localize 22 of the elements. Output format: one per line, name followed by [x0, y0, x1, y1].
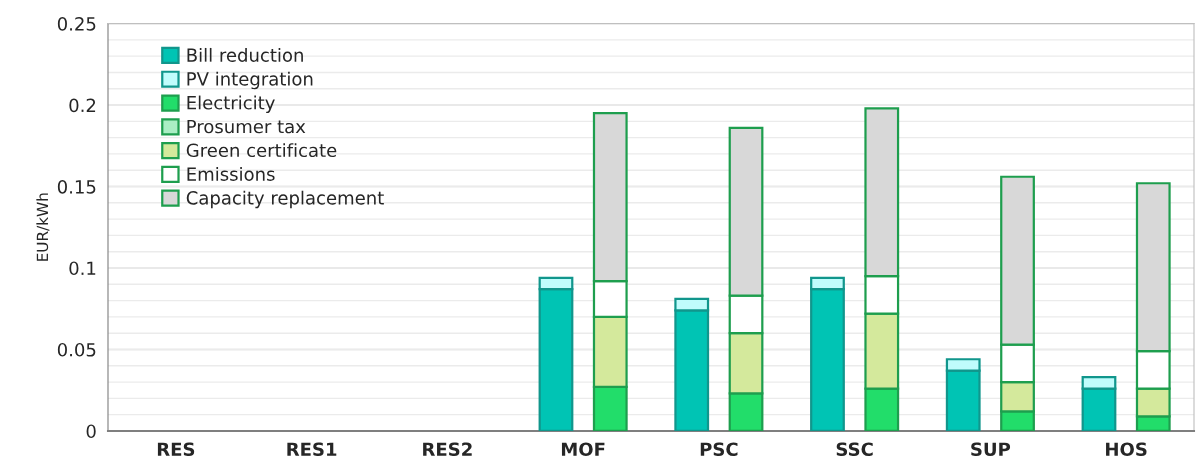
y-axis-title: EUR/kWh	[36, 193, 50, 261]
y-tick-label: 0	[86, 424, 96, 439]
legend-label: PV integration	[187, 71, 313, 90]
x-tick-label: RES2	[423, 442, 472, 457]
y-tick-label: 0.25	[57, 17, 96, 31]
x-tick-label: SUP	[971, 442, 1011, 457]
legend-label: Bill reduction	[187, 47, 303, 62]
x-tick-label: SSC	[836, 442, 873, 457]
x-tick-label: HOS	[1106, 442, 1147, 457]
legend-label: Electricity	[187, 95, 275, 114]
y-tick-label: 0.15	[57, 179, 96, 194]
x-tick-label: MOF	[561, 442, 605, 457]
x-tick-label: RES1	[287, 442, 337, 457]
y-tick-label: 0.1	[69, 261, 96, 276]
y-tick-label: 0.2	[69, 98, 96, 113]
legend-label: Prosumer tax	[187, 119, 306, 134]
y-tick-label: 0.05	[57, 342, 96, 357]
legend-label: Green certificate	[186, 143, 337, 158]
x-tick-label: RES	[157, 442, 195, 457]
legend-label: Emissions	[187, 166, 275, 181]
legend-label: Capacity replacement	[186, 190, 384, 209]
x-tick-label: PSC	[700, 442, 738, 457]
